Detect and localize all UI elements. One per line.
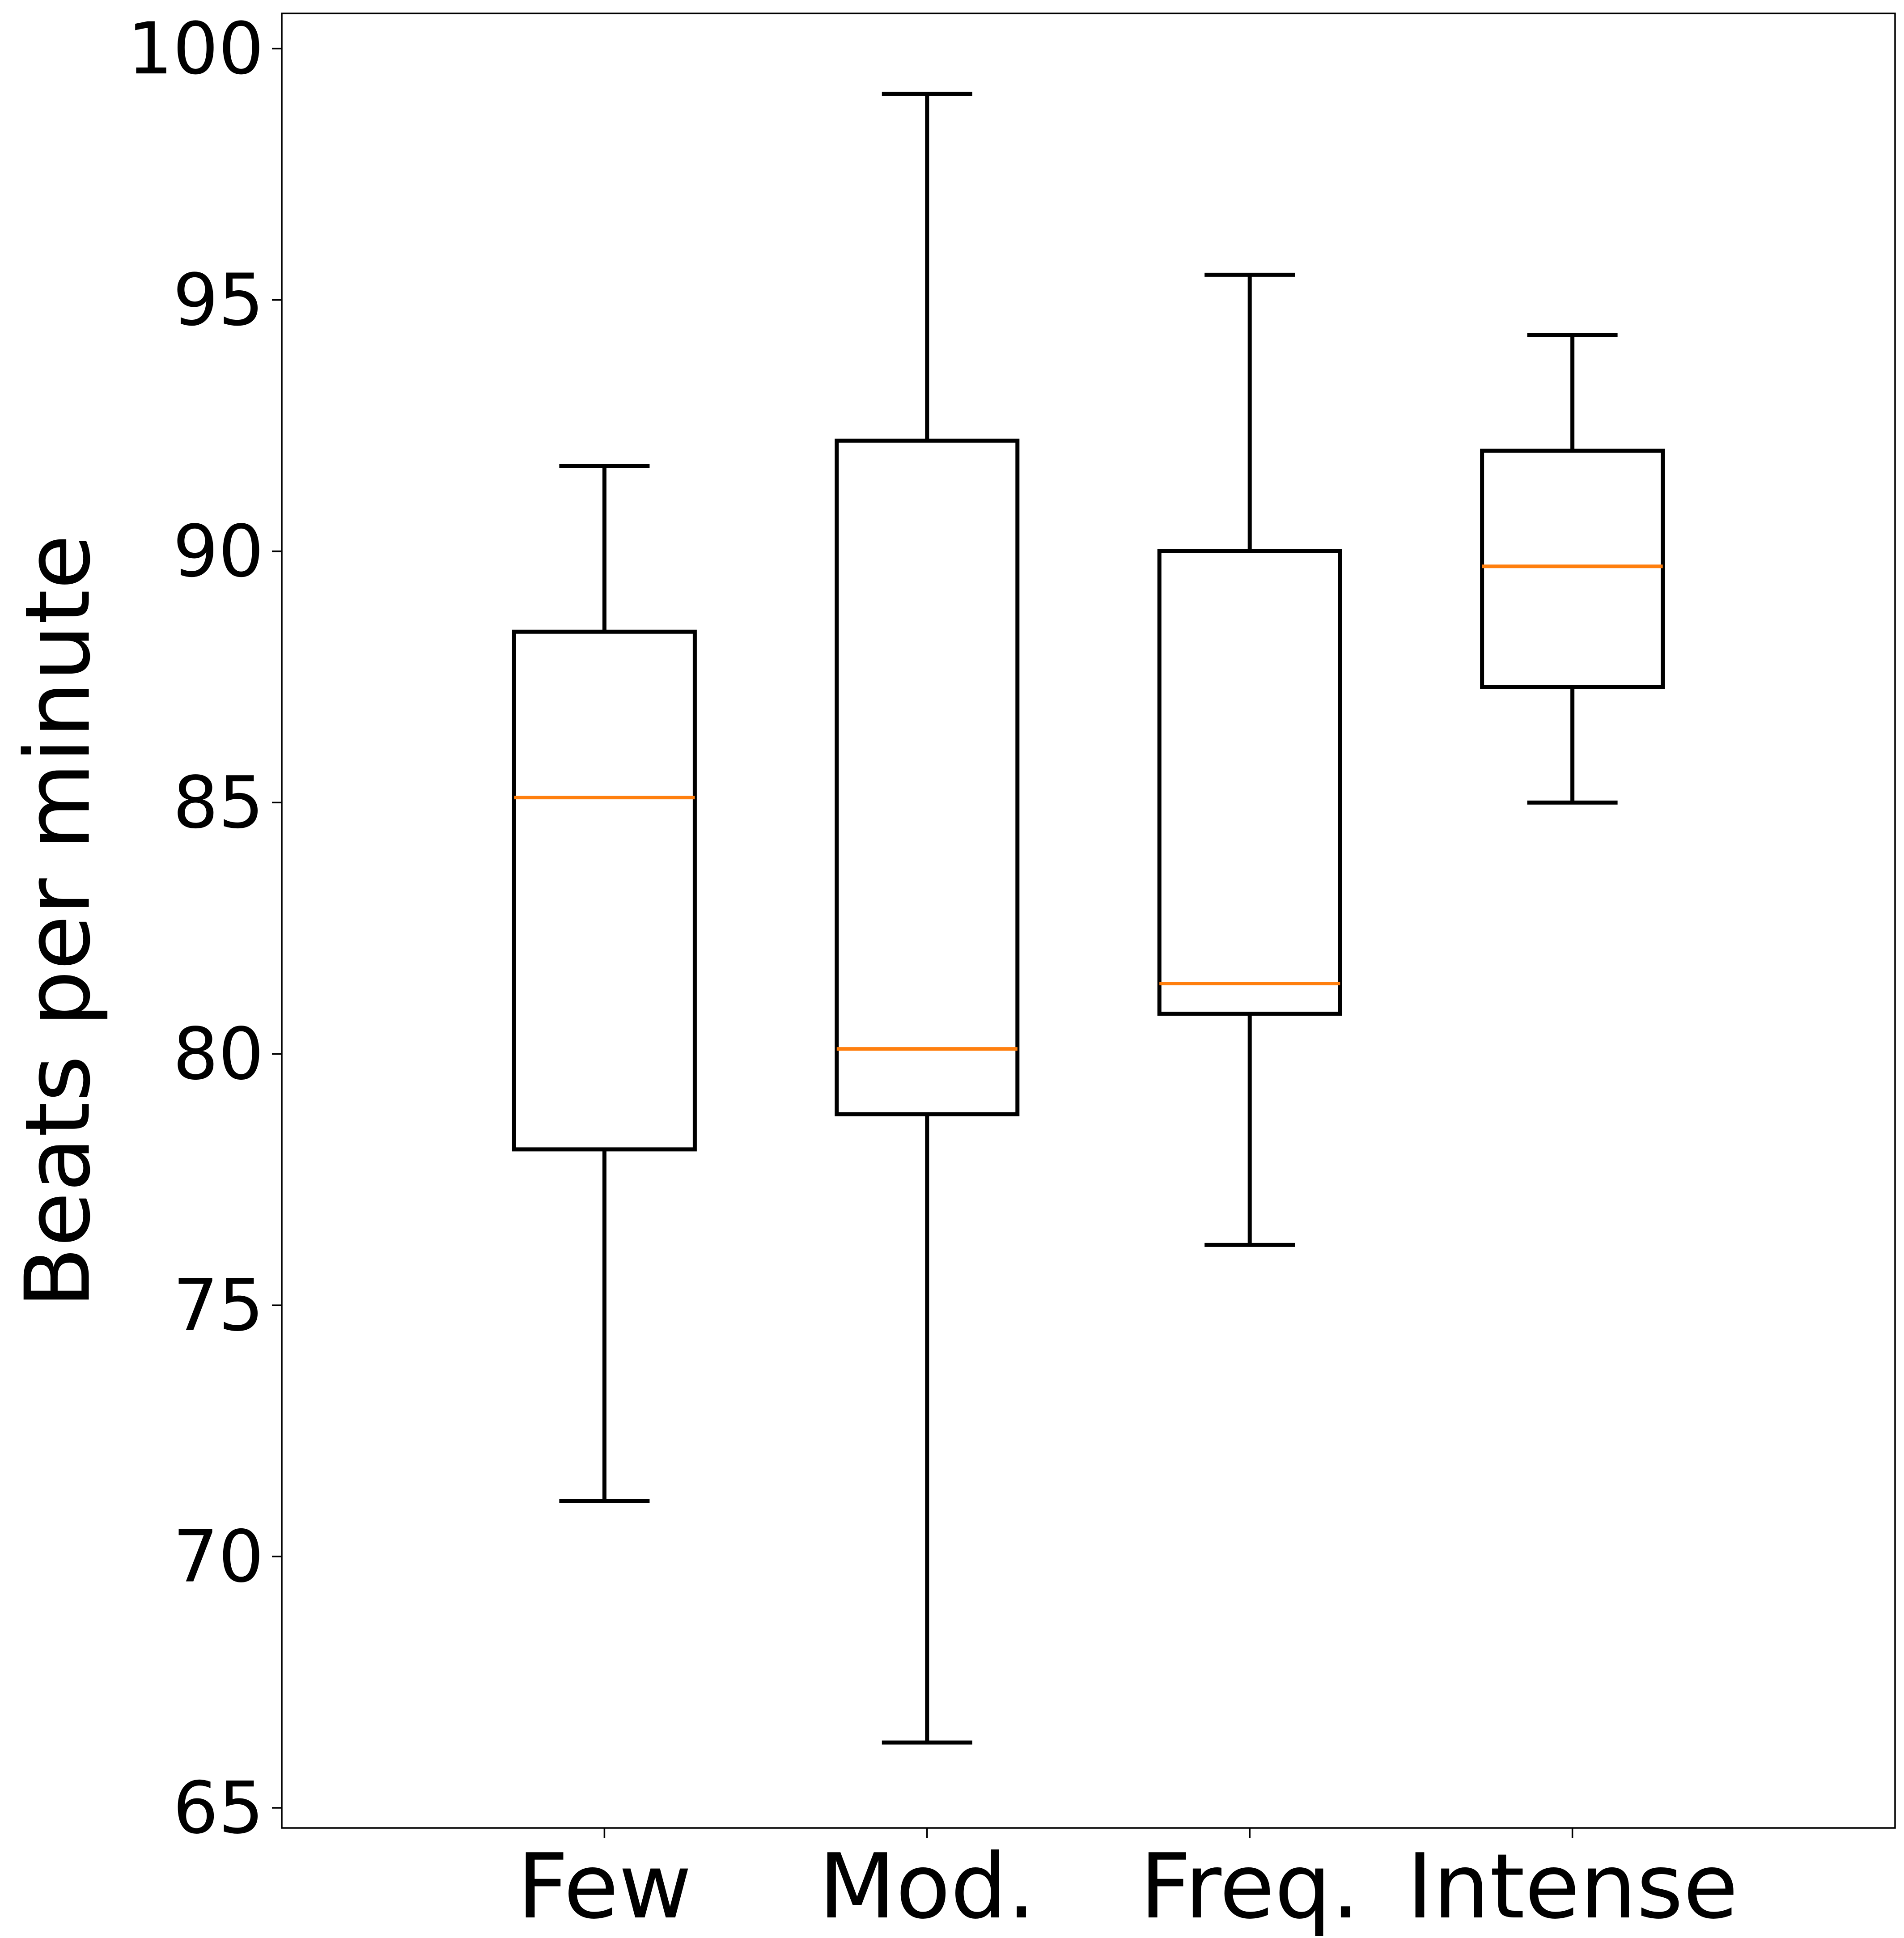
y-tick-label: 90	[173, 509, 264, 593]
y-tick-label: 65	[173, 1766, 264, 1850]
plot-area	[281, 13, 1896, 1829]
y-axis: 65 70 75 80 85 90 95 100	[127, 7, 282, 1850]
axes-frame	[281, 13, 1896, 1829]
box-3	[1157, 272, 1342, 1247]
x-tick-label: Mod.	[818, 1835, 1035, 1938]
y-tick-label: 80	[173, 1012, 264, 1096]
box-iqr	[1480, 449, 1665, 689]
y-tick-label: 95	[173, 258, 264, 342]
x-tick-label: Few	[517, 1835, 692, 1938]
x-tick-label: Intense	[1407, 1835, 1738, 1938]
y-tick-label: 85	[173, 761, 264, 844]
box-2	[835, 92, 1020, 1745]
box-iqr	[835, 438, 1020, 1116]
x-axis: Few Mod. Freq. Intense	[517, 1828, 1738, 1938]
y-tick-label: 100	[127, 7, 264, 90]
y-tick-label: 70	[173, 1515, 264, 1599]
box-1	[512, 463, 697, 1504]
y-tick-label: 75	[173, 1264, 264, 1347]
box-4	[1480, 333, 1665, 805]
y-axis-title: Beats per minute	[6, 534, 110, 1308]
x-tick-label: Freq.	[1140, 1835, 1360, 1938]
box-iqr	[512, 629, 697, 1152]
box-iqr	[1157, 549, 1342, 1016]
